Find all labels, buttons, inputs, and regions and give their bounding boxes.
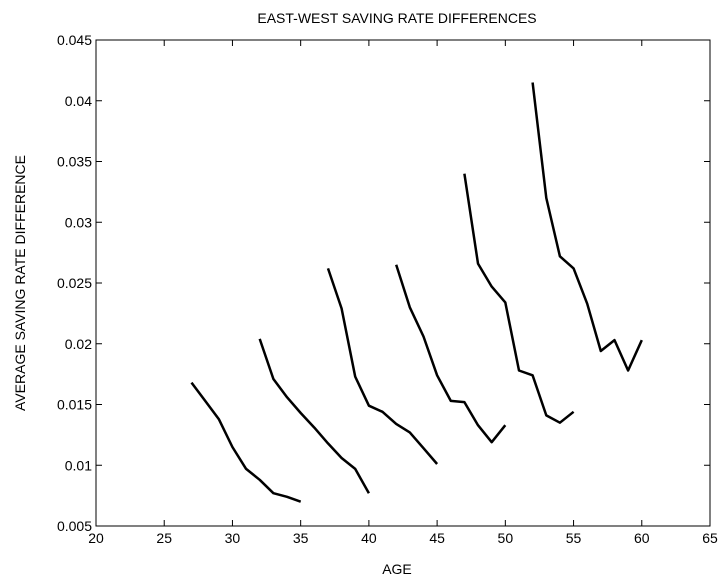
x-tick-label: 40 bbox=[361, 530, 377, 546]
x-tick-label: 35 bbox=[293, 530, 309, 546]
x-tick-label: 20 bbox=[88, 530, 104, 546]
y-tick-label: 0.045 bbox=[57, 32, 92, 48]
x-axis-label: AGE bbox=[382, 561, 412, 577]
y-tick-label: 0.035 bbox=[57, 154, 92, 170]
x-tick-label: 45 bbox=[429, 530, 445, 546]
x-tick-label: 60 bbox=[634, 530, 650, 546]
series-line-1 bbox=[190, 381, 302, 503]
y-axis: 0.005 0.01 0.015 0.02 0.025 0.03 0.035 0.04 0.04… bbox=[57, 32, 710, 534]
series-group bbox=[190, 82, 643, 503]
x-tick-label: 65 bbox=[702, 530, 718, 546]
x-axis: 20 25 30 35 40 45 50 55 60 65 bbox=[88, 40, 718, 546]
y-tick-label: 0.015 bbox=[57, 397, 92, 413]
x-tick-label: 50 bbox=[498, 530, 514, 546]
y-tick-label: 0.005 bbox=[57, 518, 92, 534]
chart-title: EAST-WEST SAVING RATE DIFFERENCES bbox=[257, 10, 536, 26]
x-tick-label: 30 bbox=[225, 530, 241, 546]
y-tick-label: 0.04 bbox=[65, 93, 92, 109]
series-line-4 bbox=[395, 264, 507, 444]
y-tick-label: 0.025 bbox=[57, 275, 92, 291]
series-line-6 bbox=[531, 82, 643, 372]
y-tick-label: 0.02 bbox=[65, 336, 92, 352]
y-tick-label: 0.01 bbox=[65, 457, 92, 473]
y-tick-label: 0.03 bbox=[65, 214, 92, 230]
series-line-3 bbox=[326, 267, 439, 465]
x-tick-label: 55 bbox=[566, 530, 582, 546]
x-tick-label: 25 bbox=[156, 530, 172, 546]
series-line-2 bbox=[258, 338, 370, 494]
y-axis-label: AVERAGE SAVING RATE DIFFERENCE bbox=[12, 155, 28, 411]
series-line-5 bbox=[463, 173, 575, 424]
